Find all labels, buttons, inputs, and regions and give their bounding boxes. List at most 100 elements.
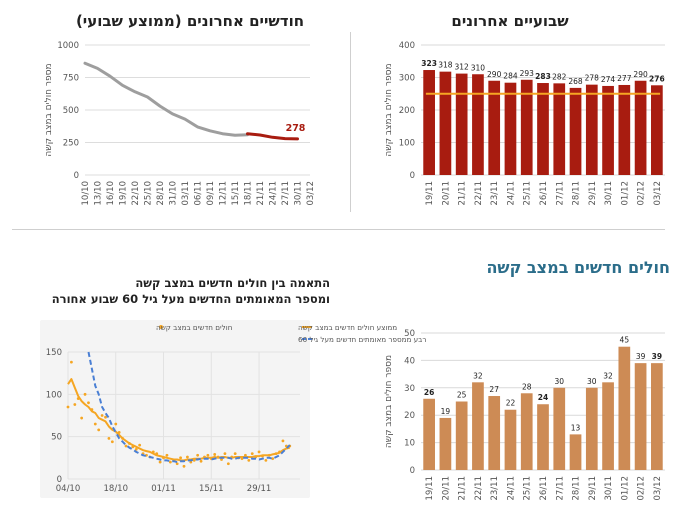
new-severe-bar: [455, 401, 468, 470]
two-weeks-x-tick-label: 26/11: [539, 181, 549, 206]
new-severe-bar: [504, 409, 517, 470]
correlation-dot: [134, 447, 138, 451]
legend-label-positives: רבע ממספר מאומתים חדשים מעל גיל 60: [298, 335, 426, 344]
correlation-dot: [138, 443, 142, 447]
two-weeks-data-label: 290: [487, 70, 502, 79]
correlation-dot: [165, 453, 169, 457]
new-severe-x-tick-label: 01/12: [620, 476, 630, 501]
two-months-x-tick-label: 15/11: [231, 181, 241, 206]
new-severe-y-tick-label: 10: [404, 439, 415, 449]
two-months-x-tick-label: 16/10: [106, 181, 116, 206]
correlation-positives-line: [87, 351, 291, 464]
two-months-x-tick-label: 10/10: [81, 181, 91, 206]
correlation-y-tick-label: 50: [51, 433, 62, 443]
two-weeks-x-tick-label: 01/12: [620, 181, 630, 206]
two-weeks-y-tick-label: 0: [410, 171, 415, 181]
correlation-chart-background: [40, 320, 310, 498]
two-weeks-data-label: 268: [568, 77, 583, 86]
two-months-x-tick-label: 30/11: [294, 181, 304, 206]
two-weeks-bar: [455, 73, 468, 175]
two-weeks-y-tick-label: 200: [399, 106, 415, 116]
new-severe-x-tick-label: 29/11: [588, 476, 598, 501]
correlation-dot: [186, 455, 189, 459]
correlation-dot: [179, 456, 182, 460]
correlation-dot: [281, 439, 285, 443]
new-severe-x-tick-label: 24/11: [506, 476, 516, 501]
correlation-x-tick-label: 01/11: [151, 484, 176, 494]
two-months-past-line: [83, 61, 249, 137]
two-months-x-tick-label: 21/11: [256, 181, 266, 206]
correlation-dot: [264, 458, 268, 462]
two-months-title: חודשיים אחרונים (ממוצע שבועי): [75, 12, 305, 30]
two-weeks-x-tick-label: 03/12: [653, 181, 663, 206]
two-weeks-data-label: 293: [520, 69, 535, 78]
two-weeks-bar: [634, 80, 647, 175]
correlation-dot: [220, 458, 223, 461]
new-severe-x-tick-label: 03/12: [653, 476, 663, 501]
two-months-x-tick-label: 31/10: [169, 181, 179, 206]
two-weeks-x-tick-label: 20/11: [441, 181, 451, 206]
two-weeks-x-tick-label: 24/11: [506, 181, 516, 206]
two-weeks-bar: [423, 70, 435, 175]
two-weeks-data-label: 283: [535, 72, 551, 81]
two-weeks-data-label: 312: [455, 63, 470, 72]
new-severe-x-tick-label: 30/11: [604, 476, 614, 501]
two-weeks-bar: [520, 79, 533, 175]
correlation-title-line1: התאמה בין חולים חדשים במצב קשה: [135, 276, 330, 290]
correlation-x-tick-label: 29/11: [247, 484, 272, 494]
new-severe-data-label: 19: [441, 407, 451, 416]
correlation-x-tick-label: 04/10: [56, 484, 81, 494]
two-months-x-tick-label: 22/10: [131, 181, 141, 206]
correlation-dot: [80, 416, 84, 420]
two-weeks-y-tick-label: 400: [399, 41, 415, 51]
correlation-dot: [110, 440, 114, 444]
new-severe-x-tick-label: 26/11: [539, 476, 549, 501]
two-weeks-bar: [602, 85, 614, 175]
two-weeks-data-label: 282: [552, 72, 567, 81]
two-months-x-tick-label: 25/10: [144, 181, 154, 206]
correlation-dot: [158, 460, 162, 464]
correlation-dot: [250, 452, 254, 455]
two-weeks-x-tick-label: 23/11: [490, 181, 500, 206]
new-severe-data-label: 25: [457, 391, 467, 400]
two-weeks-x-tick-label: 28/11: [572, 181, 582, 206]
new-severe-data-label: 28: [522, 382, 532, 391]
correlation-dot: [168, 460, 172, 464]
correlation-dot: [271, 457, 275, 461]
two-months-x-tick-label: 28/10: [156, 181, 166, 206]
two-months-x-tick-label: 24/11: [269, 181, 279, 206]
new-severe-y-tick-label: 30: [404, 384, 415, 394]
correlation-dot: [124, 444, 128, 448]
two-months-x-tick-label: 27/11: [281, 181, 291, 206]
two-weeks-y-tick-label: 100: [399, 139, 415, 149]
correlation-dot: [83, 392, 87, 396]
correlation-dot: [66, 405, 70, 409]
correlation-dot: [223, 452, 227, 455]
two-months-x-tick-label: 13/10: [94, 181, 104, 206]
new-severe-data-label: 22: [506, 399, 516, 408]
two-weeks-data-label: 274: [601, 75, 616, 84]
new-severe-bar: [439, 417, 452, 470]
two-months-x-tick-label: 12/11: [219, 181, 229, 206]
new-severe-data-label: 39: [636, 352, 646, 361]
vertical-separator: [350, 32, 351, 212]
correlation-dot: [199, 459, 203, 463]
correlation-dot: [93, 422, 97, 426]
two-weeks-x-tick-label: 25/11: [523, 181, 533, 206]
two-weeks-bar: [472, 74, 484, 175]
legend-label-dots: חולים חדשים במצב קשה: [156, 323, 233, 332]
section-title: חולים חדשים במצב קשה: [486, 258, 670, 277]
correlation-dot: [73, 403, 77, 406]
new-severe-y-tick-label: 20: [404, 411, 415, 421]
correlation-dot: [100, 414, 104, 417]
new-severe-x-tick-label: 27/11: [555, 476, 565, 501]
new-severe-x-tick-label: 22/11: [474, 476, 484, 501]
new-severe-bar: [520, 393, 533, 470]
new-severe-y-tick-label: 0: [410, 466, 415, 476]
correlation-dot: [175, 462, 179, 466]
correlation-dot: [182, 464, 186, 468]
two-months-x-tick-label: 18/11: [244, 181, 254, 206]
